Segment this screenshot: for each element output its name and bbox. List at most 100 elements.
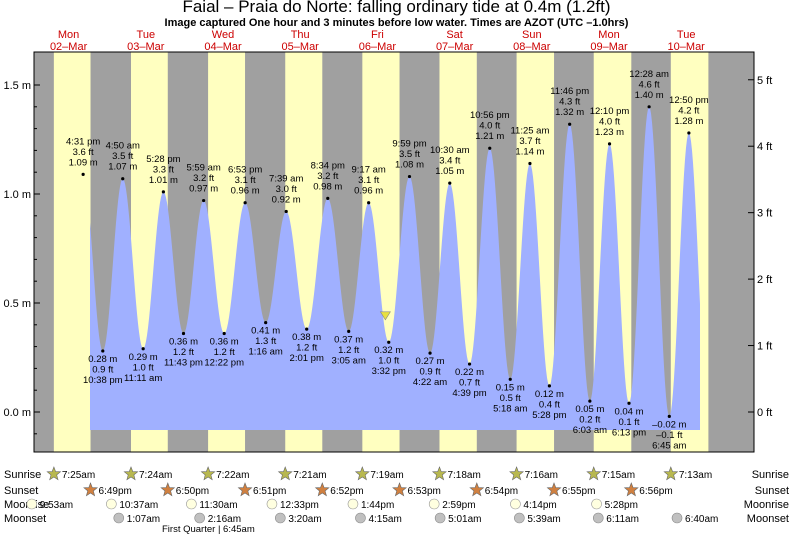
high-tide-label: 3.2 ft (317, 171, 338, 182)
sunset-icon (83, 482, 99, 497)
current-tide-marker (379, 311, 391, 321)
low-tide-label: 0.12 m (535, 389, 564, 400)
sunset-icon (469, 482, 485, 497)
y-tick-label-right: 4 ft (757, 141, 772, 153)
low-tide-label: 1.0 ft (133, 362, 154, 373)
tide-extreme-point (428, 351, 432, 355)
sunrise-icon (277, 466, 293, 481)
tide-extreme-point (326, 196, 330, 200)
sunrise-icon (354, 466, 370, 481)
high-tide-label: 4.6 ft (639, 79, 660, 90)
row-label-moonset: Moonset (4, 513, 46, 525)
low-tide-label: 5:18 am (493, 403, 527, 414)
low-tide-label: 10:38 pm (83, 375, 123, 386)
moonset-icon (671, 512, 683, 524)
low-tide-label: 3:05 am (332, 355, 366, 366)
high-tide-label: 3.1 ft (358, 175, 379, 186)
tide-extreme-point (347, 329, 351, 333)
sunset-time: 6:55pm (562, 486, 595, 497)
moonset-icon (275, 512, 286, 524)
high-tide-label: 9:59 pm (392, 139, 426, 150)
moonset-time: 1:07am (127, 514, 160, 525)
day-date-label: 08–Mar (513, 41, 551, 53)
high-tide-label: 7:39 am (269, 173, 303, 184)
tide-extreme-point (667, 414, 671, 418)
tide-extreme-point (647, 105, 651, 109)
high-tide-label: 1.21 m (475, 131, 504, 142)
day-name-label: Tue (137, 29, 156, 41)
high-tide-label: 4.2 ft (678, 105, 699, 116)
sunrise-icon (663, 466, 679, 481)
high-tide-label: 3.6 ft (73, 147, 94, 158)
low-tide-label: 11:11 am (124, 373, 162, 384)
sunrise-icon (586, 466, 602, 481)
high-tide-label: 8:34 pm (311, 160, 345, 171)
low-tide-label: 0.38 m (292, 332, 321, 343)
tide-extreme-point (387, 340, 391, 344)
moonset-icon (113, 512, 125, 524)
high-tide-label: 1.09 m (69, 157, 98, 168)
row-label-right-sunrise: Sunrise (752, 469, 789, 481)
low-tide-label: 0.29 m (129, 352, 158, 363)
moonrise-icon (591, 498, 602, 510)
high-tide-label: 1.28 m (674, 116, 703, 127)
sunset-icon (237, 482, 253, 497)
moonset-icon (355, 512, 366, 524)
day-date-label: 07–Mar (436, 41, 474, 53)
moonrise-time: 4:14pm (523, 500, 556, 511)
high-tide-label: 10:30 am (430, 145, 470, 156)
sunrise-time: 7:24am (139, 470, 172, 481)
moonrise-time: 9:53am (40, 500, 73, 511)
sunset-time: 6:54pm (485, 486, 518, 497)
tide-extreme-point (508, 377, 512, 381)
high-tide-label: 1.14 m (515, 146, 544, 157)
sunset-time: 6:52pm (330, 486, 363, 497)
tide-extreme-point (161, 190, 165, 194)
low-tide-label: 0.37 m (334, 334, 363, 345)
moonset-icon (592, 512, 604, 524)
low-tide-label: 6:45 am (652, 440, 686, 451)
moonrise-icon (186, 498, 197, 510)
chart-subtitle: Image captured One hour and 3 minutes be… (164, 17, 629, 29)
tide-extreme-point (588, 399, 592, 403)
low-tide-label: 1.2 ft (173, 347, 194, 358)
high-tide-label: 3.2 ft (193, 173, 214, 184)
y-tick-label-right: 1 ft (757, 341, 772, 353)
tide-extreme-point (467, 362, 472, 366)
moonrise-time: 10:37am (119, 500, 158, 511)
moonset-time: 6:40am (685, 514, 718, 525)
low-tide-label: 4:22 am (413, 377, 447, 388)
day-name-label: Mon (58, 29, 79, 41)
high-tide-label: 12:10 pm (590, 106, 630, 117)
sunrise-icon (46, 466, 62, 481)
low-tide-label: 4:39 pm (452, 388, 486, 399)
moonset-icon (434, 512, 446, 524)
y-tick-label-right: 0 ft (757, 407, 772, 419)
moonset-time: 6:11am (606, 514, 639, 525)
day-date-label: 04–Mar (204, 41, 242, 53)
tide-extreme-point (284, 209, 288, 214)
moonrise-time: 12:33pm (280, 500, 319, 511)
moonrise-icon (266, 498, 278, 510)
moonrise-icon (106, 498, 117, 510)
moon-phase-label: First Quarter | 6:45am (162, 524, 255, 535)
low-tide-label: 12:22 pm (204, 358, 244, 369)
low-tide-label: 3:32 pm (372, 366, 406, 377)
tide-extreme-point (101, 349, 105, 353)
row-label-sunrise: Sunrise (4, 469, 41, 481)
day-date-label: 10–Mar (668, 41, 706, 53)
sunrise-time: 7:16am (525, 470, 558, 481)
low-tide-label: 0.9 ft (92, 364, 113, 375)
daylight-band (53, 52, 91, 452)
low-tide-label: 0.05 m (575, 404, 604, 415)
tide-extreme-point (687, 131, 691, 135)
moonrise-icon (26, 498, 38, 510)
day-date-label: 09–Mar (590, 41, 628, 53)
sunrise-icon (200, 466, 216, 481)
low-tide-label: 0.27 m (416, 356, 445, 367)
high-tide-label: 9:17 am (351, 165, 385, 176)
sunrise-icon (431, 466, 447, 481)
low-tide-label: 0.22 m (455, 367, 484, 378)
low-tide-label: 0.2 ft (579, 415, 600, 426)
